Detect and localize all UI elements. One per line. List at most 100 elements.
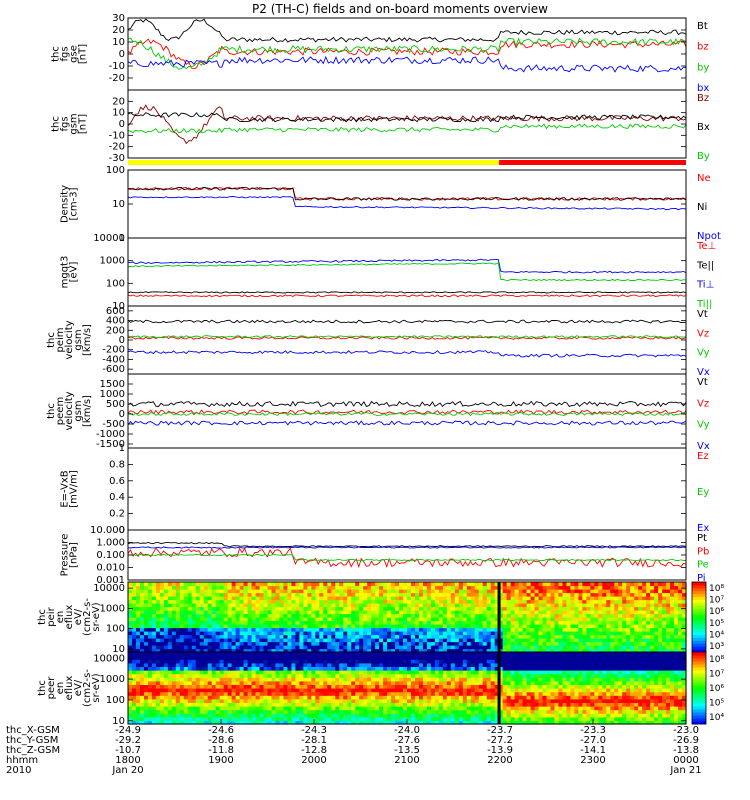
spectrogram-cell	[630, 582, 635, 587]
spectrogram-cell	[598, 592, 603, 597]
spectrogram-cell	[155, 648, 161, 653]
spectrogram-cell	[442, 677, 448, 682]
spectrogram-cell	[355, 673, 360, 678]
spectrogram-cell	[466, 684, 472, 689]
spectrogram-cell	[546, 695, 552, 700]
spectrogram-cell	[327, 610, 332, 615]
spectrogram-cell	[227, 684, 233, 689]
spectrogram-cell	[299, 648, 304, 653]
spectrogram-cell	[215, 695, 221, 700]
spectrogram-cell	[478, 691, 484, 696]
spectrogram-cell	[486, 624, 492, 629]
spectrogram-cell	[199, 627, 205, 632]
spectrogram-cell	[466, 698, 472, 703]
spectrogram-cell	[143, 610, 149, 615]
spectrogram-cell	[454, 599, 460, 604]
spectrogram-cell	[211, 627, 217, 632]
spectrogram-cell	[426, 706, 432, 711]
spectrogram-cell	[474, 596, 480, 601]
spectrogram-cell	[307, 720, 312, 725]
spectrogram-cell	[363, 645, 368, 650]
spectrogram-cell	[251, 620, 257, 625]
spectrogram-cell	[199, 634, 205, 639]
y-tick-label: 1500	[100, 379, 125, 390]
spectrogram-cell	[430, 702, 436, 707]
panels: -20-100102030thcfgsgse[nT]Btbzbybx-30-20…	[37, 13, 724, 727]
spectrogram-cell	[598, 684, 603, 689]
spectrogram-cell	[638, 613, 643, 618]
spectrogram-cell	[502, 606, 508, 611]
spectrogram-cell	[454, 680, 460, 685]
spectrogram-cell	[538, 691, 544, 696]
spectrogram-cell	[379, 680, 384, 685]
spectrogram-cell	[379, 698, 384, 703]
spectrogram-cell	[446, 631, 452, 636]
spectrogram-cell	[414, 606, 420, 611]
spectrogram-cell	[454, 648, 460, 653]
spectrogram-cell	[195, 585, 201, 590]
spectrogram-cell	[538, 627, 544, 632]
spectrogram-cell	[514, 684, 520, 689]
spectrogram-cell	[351, 673, 356, 678]
spectrogram-cell	[654, 698, 659, 703]
spectrogram-cell	[458, 610, 464, 615]
spectrogram-cell	[498, 596, 504, 601]
spectrogram-cell	[650, 582, 655, 587]
spectrogram-cell	[458, 691, 464, 696]
spectrogram-cell	[315, 648, 320, 653]
spectrogram-cell	[255, 684, 261, 689]
spectrogram-cell	[291, 617, 296, 622]
y-tick-label: 10	[112, 301, 125, 312]
spectrogram-cell	[363, 627, 368, 632]
spectrogram-cell	[678, 592, 683, 597]
spectrogram-cell	[339, 603, 344, 608]
spectrogram-cell	[187, 599, 193, 604]
spectrogram-cell	[139, 695, 145, 700]
spectrogram-cell	[590, 713, 595, 718]
spectrogram-cell	[410, 638, 416, 643]
spectrogram-cell	[291, 606, 296, 611]
spectrogram-cell	[674, 677, 679, 682]
spectrogram-cell	[335, 645, 340, 650]
spectrogram-cell	[203, 582, 209, 587]
spectrogram-cell	[211, 592, 217, 597]
spectrogram-cell	[347, 599, 352, 604]
spectrogram-cell	[207, 596, 213, 601]
spectrogram-cell	[263, 673, 269, 678]
spectrogram-cell	[155, 677, 161, 682]
spectrogram-cell	[462, 582, 468, 587]
spectrogram-cell	[291, 638, 296, 643]
spectrogram-cell	[331, 709, 336, 714]
spectrogram-cell	[490, 589, 496, 594]
spectrogram-cell	[530, 634, 536, 639]
spectrogram-cell	[407, 610, 412, 615]
spectrogram-cell	[327, 582, 332, 587]
spectrogram-cell	[339, 631, 344, 636]
spectrogram-cell	[438, 613, 444, 618]
spectrogram-cell	[482, 596, 488, 601]
spectrogram-cell	[518, 624, 524, 629]
spectrogram-cell	[598, 599, 603, 604]
spectrogram-cell	[251, 720, 257, 725]
spectrogram-cell	[434, 677, 440, 682]
spectrogram-cell	[414, 698, 420, 703]
spectrogram-cell	[442, 702, 448, 707]
spectrogram-cell	[247, 641, 253, 646]
spectrogram-cell	[434, 695, 440, 700]
y-tick-label: 400	[106, 316, 125, 327]
spectrogram-cell	[187, 698, 193, 703]
spectrogram-cell	[514, 617, 520, 622]
spectrogram-cell	[574, 695, 579, 700]
spectrogram-cell	[530, 684, 536, 689]
spectrogram-cell	[351, 596, 356, 601]
spectrogram-cell	[191, 702, 197, 707]
spectrogram-cell	[131, 606, 137, 611]
spectrogram-cell	[291, 673, 296, 678]
spectrogram-cell	[498, 695, 504, 700]
spectrogram-cell	[622, 599, 627, 604]
spectrogram-cell	[542, 627, 548, 632]
spectrogram-cell	[606, 592, 611, 597]
spectrogram-cell	[590, 702, 595, 707]
spectrogram-cell	[562, 688, 568, 693]
spectrogram-cell	[586, 620, 591, 625]
